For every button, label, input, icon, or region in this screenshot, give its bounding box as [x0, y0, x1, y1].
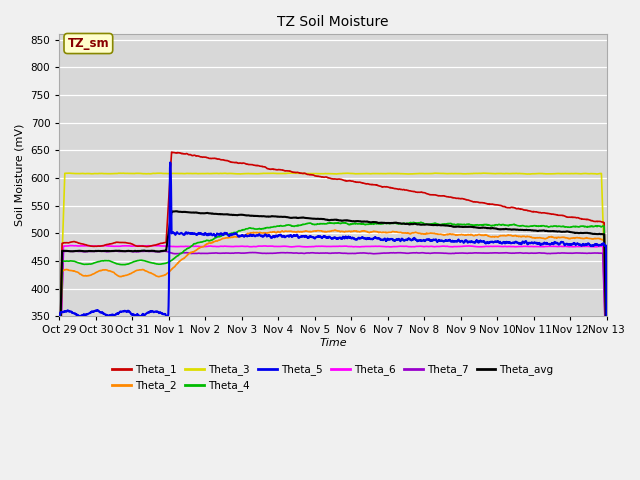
Theta_2	[307, 229, 315, 235]
Theta_2	[603, 358, 611, 364]
Theta_3	[83, 170, 91, 176]
Theta_7	[83, 249, 91, 254]
Theta_5	[587, 242, 595, 248]
Theta_1	[587, 217, 595, 223]
Line: Theta_5: Theta_5	[60, 162, 607, 411]
Theta_avg	[307, 216, 315, 221]
Line: Theta_7: Theta_7	[60, 251, 607, 381]
Theta_7	[587, 251, 595, 256]
Theta_3	[603, 330, 611, 336]
Theta_3	[486, 170, 494, 176]
Theta_2	[322, 229, 330, 235]
Theta_5	[83, 312, 91, 317]
Theta_1	[83, 242, 91, 248]
Theta_5	[587, 243, 595, 249]
Theta_3	[587, 171, 595, 177]
Line: Theta_1: Theta_1	[60, 152, 607, 377]
Theta_5	[603, 331, 611, 336]
Theta_2	[83, 273, 91, 278]
Theta_6	[307, 244, 315, 250]
Theta_7	[486, 250, 494, 256]
Theta_avg	[587, 230, 595, 236]
Theta_2	[587, 236, 595, 241]
Theta_3	[287, 170, 295, 176]
Theta_7	[56, 378, 63, 384]
Line: Theta_4: Theta_4	[60, 222, 607, 386]
Theta_7	[322, 250, 330, 256]
Theta_avg	[56, 377, 63, 383]
Theta_5	[486, 239, 494, 245]
Theta_6	[56, 375, 63, 381]
Theta_1	[486, 201, 494, 207]
Theta_6	[587, 244, 595, 250]
Theta_2	[331, 227, 339, 233]
Theta_6	[587, 244, 595, 250]
Theta_6	[67, 243, 74, 249]
Theta_1	[603, 349, 611, 355]
Theta_1	[587, 218, 595, 224]
Theta_4	[603, 350, 611, 356]
Theta_4	[307, 220, 315, 226]
Theta_7	[307, 250, 315, 256]
Title: TZ Soil Moisture: TZ Soil Moisture	[277, 15, 388, 29]
Line: Theta_3: Theta_3	[60, 173, 607, 342]
Theta_7	[95, 248, 103, 254]
Theta_avg	[172, 208, 179, 214]
Theta_2	[486, 234, 494, 240]
Theta_6	[84, 243, 92, 249]
Theta_7	[603, 370, 611, 376]
Theta_4	[417, 219, 424, 225]
Text: TZ_sm: TZ_sm	[68, 37, 109, 50]
Theta_avg	[603, 356, 611, 361]
Line: Theta_6: Theta_6	[60, 246, 607, 378]
Theta_6	[603, 367, 611, 372]
Theta_1	[56, 374, 63, 380]
Theta_5	[166, 159, 174, 165]
X-axis label: Time: Time	[319, 338, 347, 348]
Theta_2	[587, 236, 595, 241]
Theta_4	[587, 223, 595, 229]
Theta_5	[56, 408, 63, 414]
Theta_6	[322, 243, 330, 249]
Line: Theta_avg: Theta_avg	[60, 211, 607, 380]
Theta_4	[587, 224, 595, 229]
Legend: Theta_1, Theta_2, Theta_3, Theta_4, Theta_5, Theta_6, Theta_7, Theta_avg: Theta_1, Theta_2, Theta_3, Theta_4, Thet…	[108, 360, 558, 396]
Theta_7	[587, 250, 595, 256]
Line: Theta_2: Theta_2	[60, 230, 607, 391]
Theta_3	[587, 171, 595, 177]
Theta_4	[486, 223, 494, 228]
Theta_3	[56, 339, 63, 345]
Theta_2	[56, 388, 63, 394]
Theta_1	[168, 149, 175, 155]
Theta_4	[56, 383, 63, 389]
Theta_5	[322, 234, 330, 240]
Theta_avg	[587, 230, 595, 236]
Theta_5	[307, 234, 315, 240]
Theta_4	[83, 262, 91, 267]
Theta_avg	[83, 248, 91, 254]
Theta_3	[322, 171, 330, 177]
Theta_3	[307, 171, 315, 177]
Theta_avg	[322, 217, 330, 223]
Theta_1	[322, 174, 330, 180]
Theta_6	[486, 243, 494, 249]
Theta_avg	[486, 225, 494, 231]
Theta_1	[307, 172, 315, 178]
Y-axis label: Soil Moisture (mV): Soil Moisture (mV)	[15, 124, 25, 227]
Theta_4	[322, 221, 330, 227]
